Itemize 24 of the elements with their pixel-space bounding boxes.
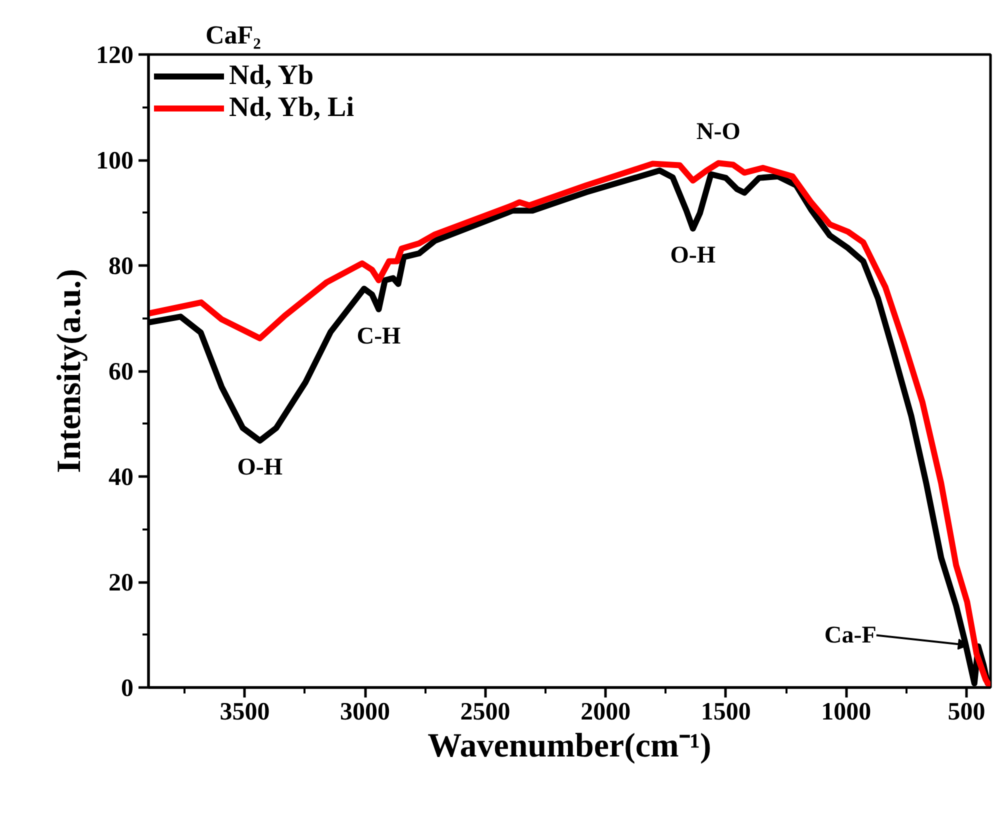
chart-title: CaF₂	[206, 20, 262, 50]
y-axis-title: Intensity(a.u.)	[51, 268, 88, 474]
x-tick-label: 500	[948, 698, 986, 726]
y-tick-label: 120	[96, 42, 134, 69]
y-tick-label: 60	[108, 358, 134, 386]
x-axis-title: Wavenumber(cm⁻¹)	[428, 728, 712, 764]
y-tick-label: 20	[108, 570, 134, 596]
x-tick-label: 2000	[580, 698, 631, 726]
x-tick-label: 3000	[340, 698, 390, 726]
annotation: O-H	[237, 454, 283, 481]
y-tick-label: 80	[108, 253, 134, 280]
annotation: N-O	[696, 119, 740, 146]
y-tick-label: 100	[96, 148, 134, 174]
y-tick-label: 40	[108, 464, 134, 491]
annotation: C-H	[356, 323, 402, 350]
annotation: Ca-F	[824, 622, 876, 648]
y-tick-label: 0	[121, 675, 134, 702]
legend-label: Nd, Yb, Li	[229, 92, 354, 124]
annotation: O-H	[670, 242, 716, 269]
x-tick-label: 1000	[821, 698, 872, 726]
x-tick-label: 2500	[460, 698, 510, 726]
x-tick-label: 1500	[700, 698, 751, 726]
legend-label: Nd, Yb	[229, 60, 314, 92]
x-tick-label: 3500	[220, 698, 270, 726]
